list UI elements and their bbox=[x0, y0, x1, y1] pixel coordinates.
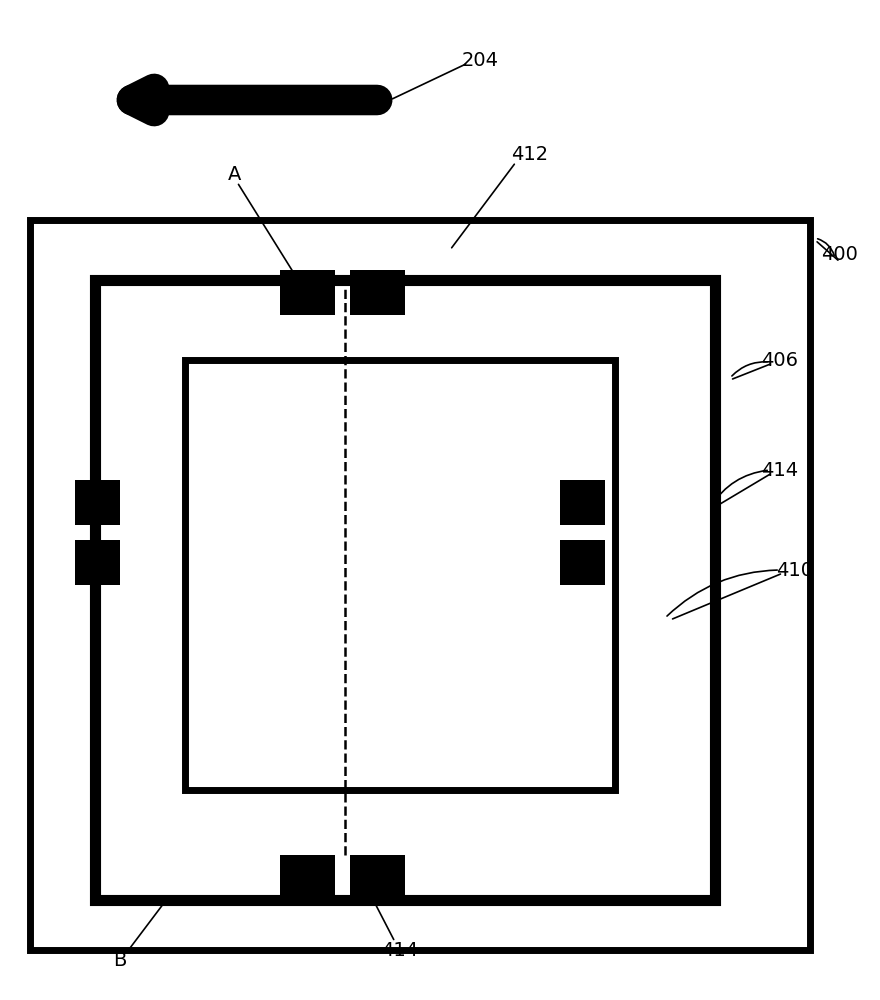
Bar bbox=[350, 855, 405, 900]
Text: 406: 406 bbox=[761, 351, 798, 369]
Bar bbox=[280, 270, 335, 315]
Bar bbox=[95, 280, 715, 900]
Text: 414: 414 bbox=[761, 460, 798, 480]
Text: 400: 400 bbox=[822, 245, 858, 264]
Bar bbox=[560, 480, 605, 525]
Text: 412: 412 bbox=[511, 145, 548, 164]
Text: 204: 204 bbox=[461, 50, 498, 70]
Text: 414: 414 bbox=[381, 940, 419, 960]
Text: B: B bbox=[114, 950, 127, 970]
Bar bbox=[350, 270, 405, 315]
Bar bbox=[280, 855, 335, 900]
Bar bbox=[75, 480, 120, 525]
Text: 410: 410 bbox=[776, 560, 813, 580]
Bar bbox=[75, 540, 120, 585]
Text: A: A bbox=[228, 165, 242, 184]
Bar bbox=[30, 220, 810, 950]
Bar bbox=[560, 540, 605, 585]
Bar bbox=[185, 360, 615, 790]
